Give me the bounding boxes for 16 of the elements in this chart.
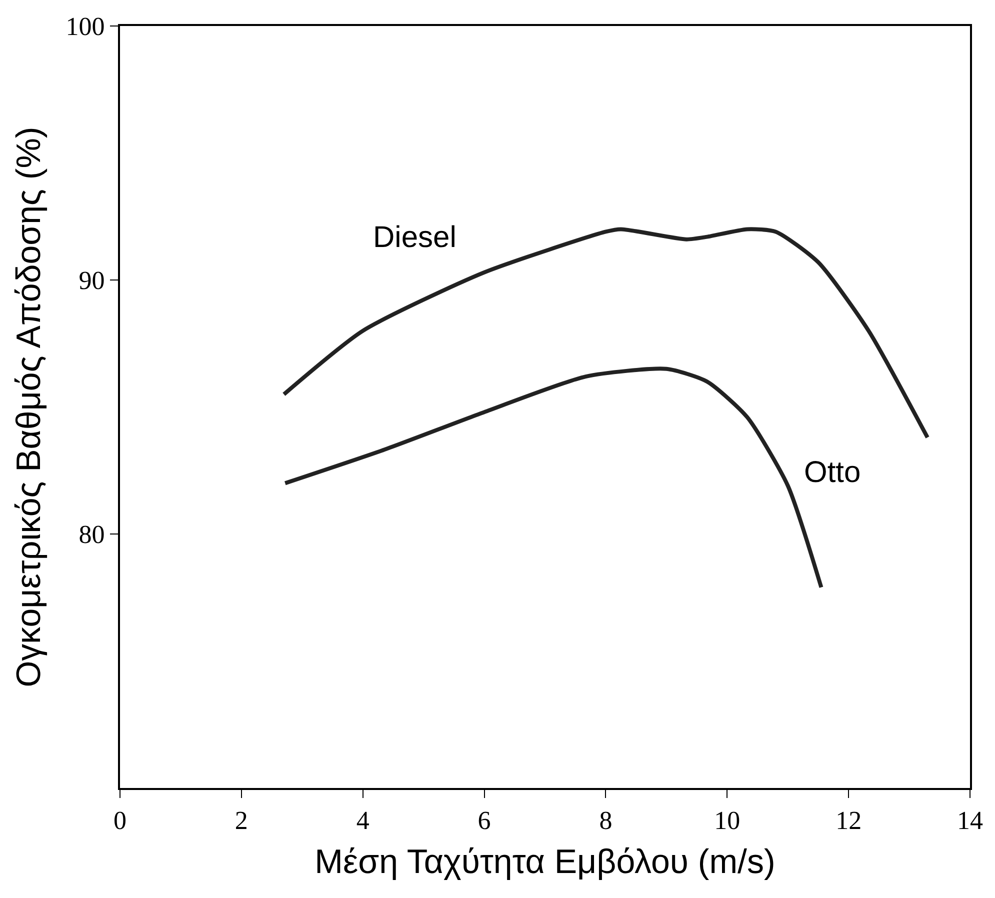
x-tick-label: 10	[714, 806, 740, 836]
x-axis-title: Μέση Ταχύτητα Εμβόλου (m/s)	[314, 843, 776, 881]
x-tick-label: 14	[957, 806, 983, 836]
y-tick-label: 90	[78, 266, 105, 296]
x-tick-label: 0	[114, 806, 126, 836]
series-label: Diesel	[373, 221, 456, 254]
x-tick-label: 4	[356, 806, 370, 836]
x-tick-label: 8	[599, 806, 612, 836]
y-tick-label: 80	[78, 520, 105, 550]
series-label: Otto	[804, 456, 861, 489]
x-tick-label: 6	[478, 806, 491, 836]
line-series	[282, 227, 930, 440]
y-axis-title: Ογκομετρικός Βαθμός Απόδοσης (%)	[10, 126, 48, 688]
x-tick-label: 12	[836, 806, 862, 836]
x-tick-label: 2	[234, 806, 248, 836]
y-tick-label: 100	[66, 12, 105, 42]
